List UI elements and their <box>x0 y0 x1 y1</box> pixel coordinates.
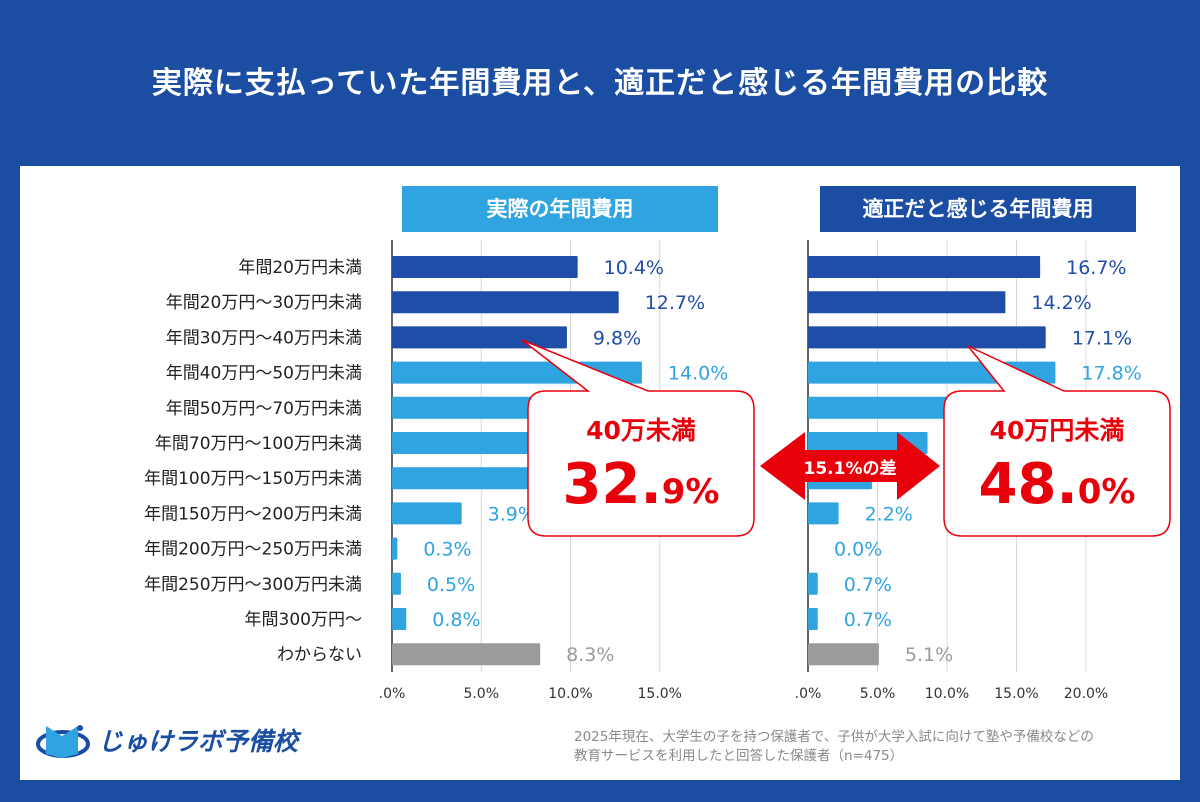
callout-label: 40万未満 <box>586 416 696 445</box>
category-label: 年間250万円〜300万円未満 <box>144 575 362 595</box>
category-label: 年間300万円〜 <box>245 610 362 630</box>
right-callout <box>943 345 1171 537</box>
x-tick-label: .0% <box>379 686 406 702</box>
bar <box>392 502 462 525</box>
footnote: 2025年現在、大学生の子を持つ保護者で、子供が大学入試に向けて塾や予備校などの… <box>574 728 1094 766</box>
data-label: 10.4% <box>604 257 664 279</box>
x-tick-label: 20.0% <box>1064 686 1108 702</box>
callout-label: 40万円未満 <box>990 416 1125 445</box>
category-label: 年間20万円〜30万円未満 <box>166 293 362 313</box>
bar <box>392 291 619 314</box>
data-label: 12.7% <box>645 292 705 314</box>
category-label: わからない <box>277 645 362 665</box>
bar <box>392 608 407 630</box>
left-callout <box>521 339 755 537</box>
x-tick-label: 15.0% <box>638 686 682 702</box>
footnote-line: 教育サービスを利用したと回答した保護者（n=475） <box>574 748 904 764</box>
x-tick-label: 10.0% <box>548 686 592 702</box>
data-label: 14.2% <box>1031 292 1091 314</box>
callout-value-small: 0% <box>1078 472 1136 512</box>
right-chart-header: 適正だと感じる年間費用 <box>820 186 1136 232</box>
bar <box>808 572 818 595</box>
callout-value-main: 32. <box>563 452 662 517</box>
data-label: 2.2% <box>865 503 913 525</box>
category-label: 年間70万円〜100万円未満 <box>155 434 362 454</box>
data-label: 17.8% <box>1081 363 1141 385</box>
difference-label: 15.1%の差 <box>804 458 897 479</box>
bar <box>808 608 818 630</box>
data-label: 8.3% <box>566 644 614 666</box>
data-label: 17.1% <box>1072 327 1132 349</box>
category-label: 年間40万円〜50万円未満 <box>166 364 362 384</box>
data-label: 9.8% <box>593 327 641 349</box>
data-label: 0.0% <box>834 539 882 561</box>
bar <box>392 256 578 278</box>
bar <box>808 396 979 419</box>
bar <box>808 291 1006 314</box>
callout-value-small: 9% <box>662 472 720 512</box>
bar <box>392 326 567 349</box>
bar <box>808 326 1046 349</box>
bar <box>392 643 541 666</box>
data-label: 14.0% <box>668 363 728 385</box>
left-chart-header: 実際の年間費用 <box>402 186 718 232</box>
category-label: 年間200万円〜250万円未満 <box>144 540 362 560</box>
category-label: 年間30万円〜40万円未満 <box>166 328 362 348</box>
category-label: 年間20万円未満 <box>238 258 362 278</box>
data-label: 0.5% <box>427 574 475 596</box>
x-tick-label: 5.0% <box>860 686 896 702</box>
data-label: 0.3% <box>423 539 471 561</box>
callout-value: 48.0% <box>979 452 1136 517</box>
category-label: 年間100万円〜150万円未満 <box>144 469 362 489</box>
double-arrow-icon <box>760 432 940 500</box>
x-tick-label: 15.0% <box>994 686 1038 702</box>
footnote-line: 2025年現在、大学生の子を持つ保護者で、子供が大学入試に向けて塾や予備校などの <box>574 729 1094 745</box>
bar <box>808 502 839 525</box>
x-tick-label: .0% <box>795 686 822 702</box>
data-label: 0.7% <box>844 574 892 596</box>
data-label: 3.9% <box>488 503 536 525</box>
callout-value: 32.9% <box>563 452 720 517</box>
bar <box>392 572 401 595</box>
bar <box>808 256 1041 278</box>
data-label: 0.8% <box>432 609 480 631</box>
data-label: 5.1% <box>905 644 953 666</box>
x-tick-label: 5.0% <box>463 686 499 702</box>
x-tick-label: 10.0% <box>925 686 969 702</box>
bar <box>392 537 398 560</box>
logo: じゅけラボ予備校 <box>36 718 298 762</box>
book-logo-icon <box>36 725 90 758</box>
category-label: 年間150万円〜200万円未満 <box>144 504 362 524</box>
data-label: 16.7% <box>1066 257 1126 279</box>
callout-value-main: 48. <box>979 452 1078 517</box>
category-label: 年間50万円〜70万円未満 <box>166 399 362 419</box>
page-title: 実際に支払っていた年間費用と、適正だと感じる年間費用の比較 <box>151 66 1049 101</box>
logo-text: じゅけラボ予備校 <box>98 727 299 756</box>
data-label: 0.7% <box>844 609 892 631</box>
bar <box>808 643 879 666</box>
